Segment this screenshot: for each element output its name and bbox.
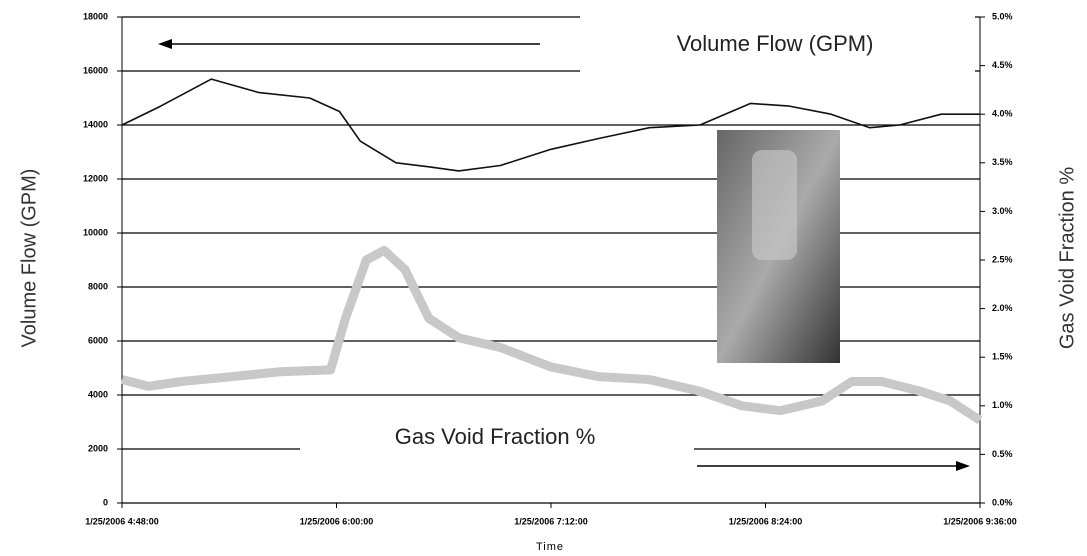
x-axis-title: Time: [536, 541, 564, 553]
x-tick-label: 1/25/2006 4:48:00: [85, 516, 159, 526]
y-tick-label: 0: [103, 497, 108, 507]
annotation-bg: [580, 8, 975, 84]
series-line: [120, 245, 983, 425]
series-line: [121, 78, 980, 172]
y2-tick-label: 2.0%: [992, 303, 1013, 313]
y-tick-label: 14000: [83, 119, 108, 129]
arrow-head: [956, 461, 970, 471]
y2-tick-label: 4.0%: [992, 109, 1013, 119]
y2-tick-label: 2.5%: [992, 254, 1013, 264]
y-tick-label: 16000: [83, 65, 108, 75]
y-axis-title: Volume Flow (GPM): [18, 169, 40, 348]
y2-tick-label: 4.5%: [992, 60, 1013, 70]
y-tick-label: 12000: [83, 173, 108, 183]
x-tick-label: 1/25/2006 7:12:00: [514, 516, 588, 526]
y2-tick-label: 1.0%: [992, 400, 1013, 410]
y2-axis-title: Gas Void Fraction %: [1056, 167, 1078, 350]
arrow-head: [158, 39, 172, 49]
x-tick-label: 1/25/2006 9:36:00: [943, 516, 1017, 526]
y2-tick-label: 3.5%: [992, 157, 1013, 167]
x-tick-label: 1/25/2006 6:00:00: [300, 516, 374, 526]
series-label: Volume Flow (GPM): [677, 31, 874, 56]
y2-tick-label: 1.5%: [992, 352, 1013, 362]
y-tick-label: 10000: [83, 227, 108, 237]
y2-tick-label: 3.0%: [992, 206, 1013, 216]
y-tick-label: 8000: [88, 281, 108, 291]
x-tick-label: 1/25/2006 8:24:00: [729, 516, 803, 526]
y-tick-label: 18000: [83, 11, 108, 21]
y2-tick-label: 0.5%: [992, 449, 1013, 459]
photo-detail: [752, 150, 797, 260]
series-label: Gas Void Fraction %: [395, 424, 596, 449]
annotation-bg: [300, 414, 694, 462]
y-tick-label: 6000: [88, 335, 108, 345]
y2-tick-label: 5.0%: [992, 11, 1013, 21]
y-tick-label: 2000: [88, 443, 108, 453]
y2-tick-label: 0.0%: [992, 497, 1013, 507]
y-tick-label: 4000: [88, 389, 108, 399]
